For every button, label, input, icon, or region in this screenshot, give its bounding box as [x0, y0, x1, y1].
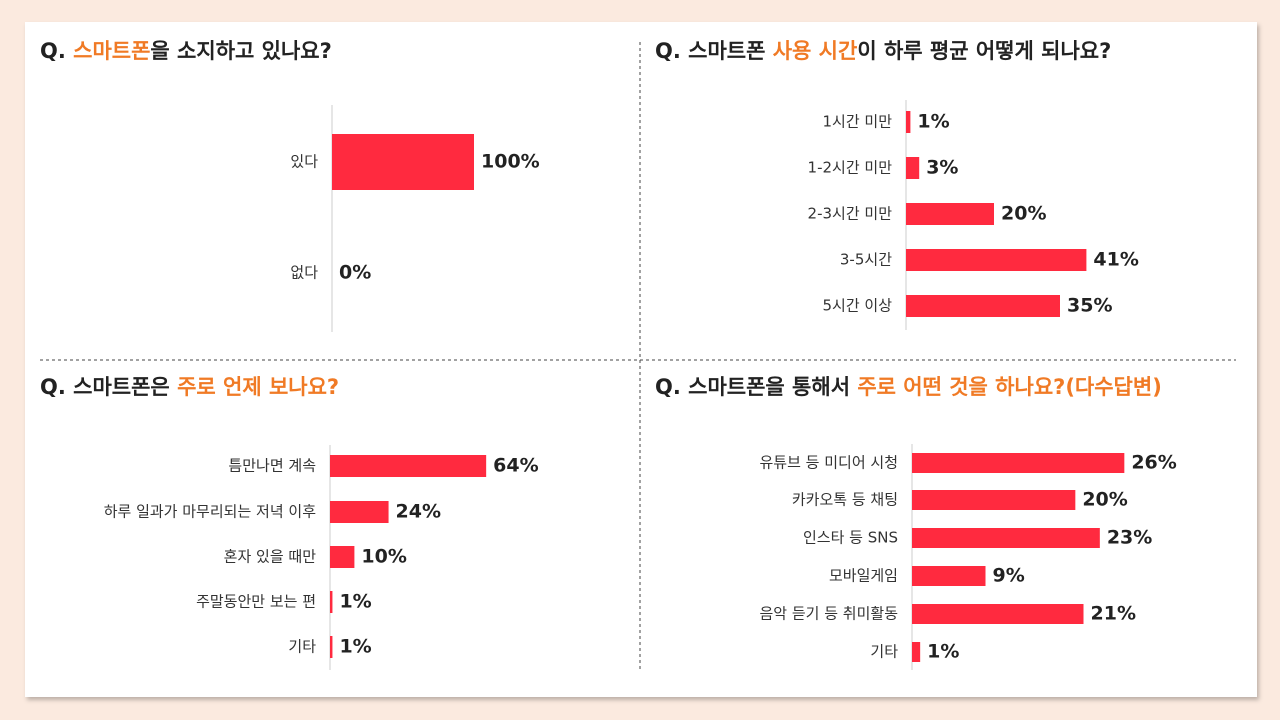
category-label: 기타	[870, 643, 898, 661]
category-label: 1시간 미만	[822, 113, 892, 131]
bar	[906, 111, 911, 133]
bar	[912, 604, 1084, 624]
value-label: 1%	[339, 591, 371, 613]
bar	[912, 528, 1100, 548]
category-label: 틈만나면 계속	[228, 457, 316, 475]
title-part: 이 하루 평균 어떻게 되나요?	[857, 39, 1111, 63]
category-label: 있다	[290, 153, 318, 171]
title-part: 스마트폰	[73, 39, 150, 63]
value-label: 1%	[917, 111, 949, 133]
bar	[330, 546, 355, 568]
category-label: 카카오톡 등 채팅	[792, 491, 898, 509]
category-label: 음악 듣기 등 취미활동	[759, 605, 898, 623]
title-part: 사용 시간	[773, 39, 858, 63]
category-label: 기타	[288, 638, 316, 656]
bar	[906, 157, 920, 179]
value-label: 41%	[1093, 249, 1138, 271]
title-part: 을 소지하고 있나요?	[150, 39, 331, 63]
bar	[906, 295, 1060, 317]
category-label: 모바일게임	[829, 567, 898, 585]
value-label: 64%	[493, 455, 538, 477]
bar	[912, 566, 986, 586]
value-label: 26%	[1131, 452, 1176, 474]
title-part: Q. 스마트폰은	[40, 375, 177, 399]
category-label: 2-3시간 미만	[808, 205, 893, 223]
category-label: 혼자 있을 때만	[224, 548, 317, 566]
category-label: 유튜브 등 미디어 시청	[759, 454, 898, 472]
title-part: Q. 스마트폰을 통해서	[655, 375, 857, 399]
value-label: 1%	[927, 641, 959, 663]
value-label: 24%	[396, 501, 441, 523]
bar	[330, 636, 333, 658]
value-label: 20%	[1082, 489, 1127, 511]
category-label: 인스타 등 SNS	[803, 529, 898, 547]
chart-title: Q. 스마트폰 사용 시간이 하루 평균 어떻게 되나요?	[655, 39, 1111, 63]
bar	[906, 249, 1087, 271]
value-label: 21%	[1091, 603, 1136, 625]
title-part: 주로 언제 보나요?	[177, 375, 339, 399]
value-label: 1%	[339, 636, 371, 658]
bar	[912, 642, 921, 662]
category-label: 하루 일과가 마무리되는 저녁 이후	[104, 503, 316, 521]
bar	[912, 490, 1076, 510]
value-label: 9%	[993, 565, 1025, 587]
chart-title: Q. 스마트폰을 통해서 주로 어떤 것을 하나요?(다수답변)	[655, 375, 1162, 399]
bar	[332, 134, 474, 190]
bar	[330, 591, 333, 613]
value-label: 23%	[1107, 527, 1152, 549]
bar	[330, 455, 487, 477]
value-label: 0%	[339, 262, 371, 284]
category-label: 주말동안만 보는 편	[196, 593, 316, 611]
chart-title: Q. 스마트폰은 주로 언제 보나요?	[40, 375, 339, 399]
chart-title: Q. 스마트폰을 소지하고 있나요?	[40, 39, 332, 63]
title-part: Q.	[40, 39, 73, 63]
category-label: 없다	[290, 264, 318, 282]
value-label: 100%	[481, 151, 540, 173]
title-part: Q. 스마트폰	[655, 39, 773, 63]
value-label: 10%	[361, 546, 406, 568]
value-label: 3%	[926, 157, 958, 179]
category-label: 1-2시간 미만	[808, 159, 893, 177]
value-label: 20%	[1001, 203, 1046, 225]
bar	[906, 203, 994, 225]
category-label: 3-5시간	[840, 251, 892, 269]
value-label: 35%	[1067, 295, 1112, 317]
category-label: 5시간 이상	[822, 297, 892, 315]
title-part: 주로 어떤 것을 하나요?(다수답변)	[857, 375, 1161, 399]
bar	[330, 501, 389, 523]
bar	[912, 453, 1125, 473]
